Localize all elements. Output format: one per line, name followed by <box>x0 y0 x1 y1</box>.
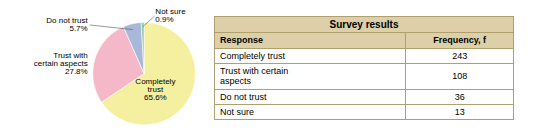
html-text:36: 36 <box>454 91 465 102</box>
svg-text:Do not trust5.7%: Do not trust5.7% <box>46 16 88 33</box>
html-text:Completely trust: Completely trust <box>220 50 285 61</box>
html-text:13: 13 <box>454 106 465 117</box>
html-text:243: 243 <box>452 50 468 61</box>
html-text:Not sure: Not sure <box>220 106 254 117</box>
html-text:Survey results: Survey results <box>329 18 399 30</box>
html-text:108: 108 <box>452 71 468 82</box>
svg-text:Not sure0.9%: Not sure0.9% <box>155 7 186 24</box>
html-text:Response: Response <box>220 35 263 46</box>
html-text:Trust with certain aspects: Trust with certain aspects <box>220 65 289 87</box>
html-text:Frequency, f: Frequency, f <box>433 35 487 46</box>
svg-text:Completelytrust65.6%: Completelytrust65.6% <box>135 77 175 102</box>
svg-text:Trust withcertain aspects27.8%: Trust withcertain aspects27.8% <box>34 51 88 76</box>
html-text:Do not trust: Do not trust <box>220 91 267 102</box>
